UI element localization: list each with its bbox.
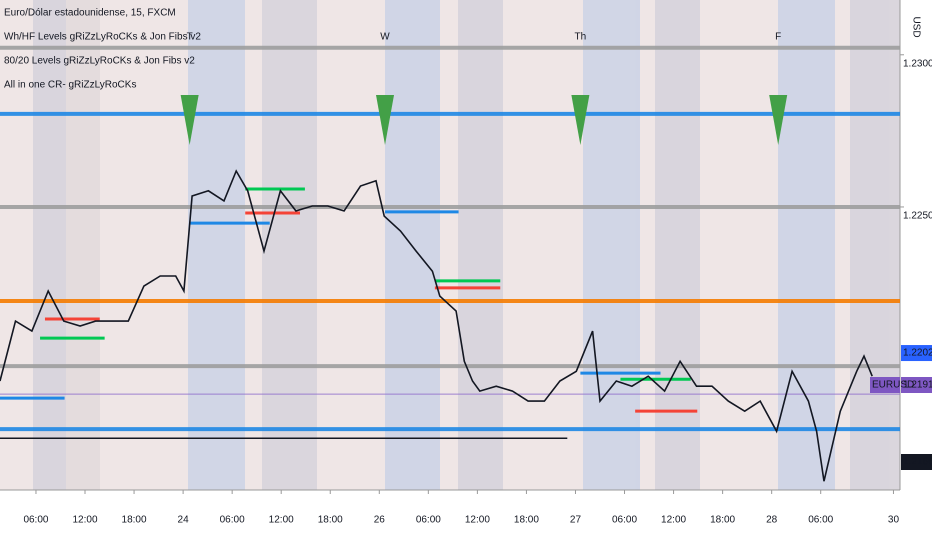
x-tick-label: 12:00 [661, 515, 686, 526]
x-tick-label: 06:00 [23, 515, 48, 526]
y-tick-label: 1.23000 [903, 58, 932, 69]
signal-marker [571, 95, 590, 145]
signal-marker [769, 95, 788, 145]
chart-title: Euro/Dólar estadounidense, 15, FXCM [4, 8, 176, 19]
x-tick-label: 18:00 [318, 515, 343, 526]
symbol-tag [870, 377, 900, 393]
x-tick-label: 27 [570, 515, 582, 526]
price-tag [901, 454, 932, 470]
indicator-label: All in one CR- gRiZzLyRoCKs [4, 80, 136, 91]
x-tick-label: 12:00 [72, 515, 97, 526]
x-tick-label: 26 [374, 515, 386, 526]
time-axis [0, 490, 932, 550]
price-line [0, 169, 873, 482]
session-bands [33, 0, 900, 490]
x-tick-label: 06:00 [808, 515, 833, 526]
day-label: F [775, 32, 781, 43]
x-tick-label: 28 [766, 515, 778, 526]
x-tick-label: 30 [888, 515, 900, 526]
day-label: T [187, 32, 193, 43]
axis-unit: USD [910, 16, 921, 37]
price-tag-label: 1.21915 [903, 380, 932, 391]
indicator-label: 80/20 Levels gRiZzLyRoCKs & Jon Fibs v2 [4, 56, 195, 67]
x-tick-label: 12:00 [465, 515, 490, 526]
x-tick-label: 12:00 [269, 515, 294, 526]
price-tag [901, 345, 932, 362]
price-tag-label: 1.22020 [903, 348, 932, 359]
x-tick-label: 06:00 [416, 515, 441, 526]
x-tick-label: 18:00 [710, 515, 735, 526]
plot-background [0, 0, 900, 490]
indicator-label: Wh/HF Levels gRiZzLyRoCKs & Jon Fibs v2 [4, 32, 201, 43]
day-label: Th [575, 32, 587, 43]
price-tag-label: 1.21662 [903, 457, 932, 468]
x-tick-label: 24 [178, 515, 190, 526]
x-tick-label: 18:00 [514, 515, 539, 526]
x-tick-label: 18:00 [122, 515, 147, 526]
signal-marker [376, 95, 395, 145]
x-tick-label: 06:00 [220, 515, 245, 526]
price-tag [901, 377, 932, 393]
x-tick-label: 06:00 [612, 515, 637, 526]
signal-marker [180, 95, 199, 145]
day-label: W [380, 32, 390, 43]
symbol-tag-label: EURUSD [872, 380, 914, 391]
